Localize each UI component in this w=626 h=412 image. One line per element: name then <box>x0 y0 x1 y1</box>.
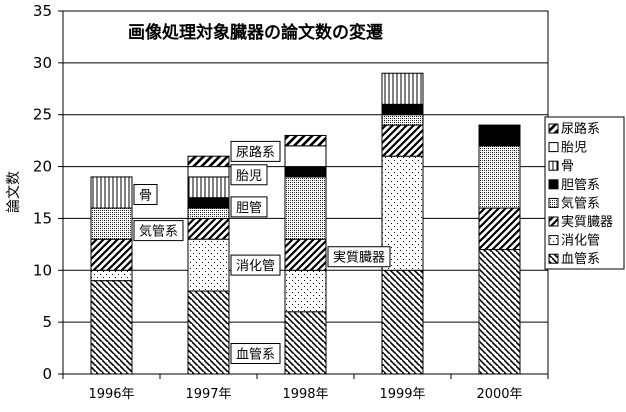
chart-title: 画像処理対象臓器の論文数の変遷 <box>128 22 383 43</box>
legend-swatch <box>548 142 559 153</box>
legend-label: 骨 <box>561 159 574 174</box>
bar-segment-2-8 <box>187 155 230 168</box>
callout-box <box>327 246 391 268</box>
bar-segment-4-3 <box>381 124 424 157</box>
callout-box <box>133 184 158 205</box>
callout-label: 気管系 <box>139 224 178 240</box>
legend-label: 血管系 <box>561 252 600 267</box>
legend-label: 胆管系 <box>561 178 600 193</box>
y-tick-label: 30 <box>33 54 52 72</box>
bar-segment-3-2 <box>284 269 327 313</box>
bar-segment-2-2 <box>187 238 230 292</box>
x-axis-ticks: 1996年 1997年 1998年 1999年 2000年 <box>62 373 549 402</box>
bar-segment-1-2 <box>90 269 133 282</box>
callout-label: 血管系 <box>236 348 275 363</box>
y-axis-ticks: 0 5 10 15 20 25 30 35 <box>33 2 63 383</box>
callout-box <box>230 140 281 162</box>
legend-swatch <box>548 160 559 171</box>
legend-label: 尿路系 <box>561 121 600 137</box>
bar-segment-2-7 <box>187 166 230 178</box>
bar-segment-3-3 <box>284 238 327 271</box>
bar-segment-4-6 <box>381 72 424 105</box>
callout-box <box>230 196 268 218</box>
bar-segment-3-4 <box>284 176 327 240</box>
callout-label: 尿路系 <box>236 144 275 160</box>
legend-label: 胎児 <box>561 141 587 156</box>
bar-segment-2-1 <box>187 290 230 375</box>
callout-label: 骨 <box>139 189 152 204</box>
legend-swatch <box>548 197 559 208</box>
y-tick-label: 20 <box>33 158 52 176</box>
legend-label: 実質臓器 <box>561 214 613 230</box>
x-tick-label: 1998年 <box>282 387 328 402</box>
callout-label: 胎児 <box>236 169 262 184</box>
bar-segment-3-7 <box>284 145 327 168</box>
callout-box <box>133 220 184 242</box>
y-tick-label: 5 <box>42 313 52 331</box>
x-tick-label: 1997年 <box>185 387 231 402</box>
callout-label: 胆管 <box>236 201 262 216</box>
bar-segment-3-8 <box>284 134 327 147</box>
callout-label: 消化管 <box>236 259 275 274</box>
y-axis-label: 論文数 <box>6 171 22 213</box>
bars-group <box>90 72 521 375</box>
callout-box <box>230 164 268 186</box>
y-tick-label: 15 <box>33 209 52 227</box>
y-tick-label: 25 <box>33 106 52 124</box>
bar-segment-1-4 <box>90 207 133 240</box>
x-tick-label: 2000年 <box>476 387 522 402</box>
bar-segment-4-5 <box>381 103 424 116</box>
bar-segment-1-1 <box>90 280 133 375</box>
bar-segment-5-3 <box>478 207 521 251</box>
bar-segment-5-1 <box>478 249 521 375</box>
y-tick-label: 35 <box>33 2 52 20</box>
x-tick-label: 1999年 <box>379 387 425 402</box>
bar-segment-3-1 <box>284 311 327 375</box>
y-tick-label: 10 <box>33 261 52 279</box>
bar-segment-5-4 <box>478 145 521 209</box>
bar-segment-2-6 <box>187 176 230 199</box>
legend-label: 消化管 <box>561 234 600 249</box>
callout-box <box>230 254 281 276</box>
legend-swatch <box>548 253 559 264</box>
callout-box <box>230 343 281 365</box>
bar-segment-2-4 <box>187 207 230 219</box>
bar-segment-5-5 <box>478 124 521 147</box>
bar-segment-1-6 <box>90 176 133 209</box>
y-tick-label: 0 <box>42 365 52 383</box>
bar-segment-3-5 <box>284 166 327 178</box>
bar-segment-1-3 <box>90 238 133 271</box>
legend-swatch <box>548 179 559 190</box>
legend-swatch <box>548 235 559 246</box>
legend-label: 気管系 <box>561 195 600 211</box>
legend-swatch <box>548 216 559 227</box>
callout-label: 実質臓器 <box>333 250 385 266</box>
bar-segment-4-4 <box>381 114 424 126</box>
bar-segment-2-5 <box>187 197 230 209</box>
gridlines <box>63 62 548 323</box>
legend-swatch <box>548 123 559 134</box>
x-tick-label: 1996年 <box>88 387 134 402</box>
bar-segment-2-3 <box>187 217 230 240</box>
bar-segment-4-1 <box>381 269 424 375</box>
